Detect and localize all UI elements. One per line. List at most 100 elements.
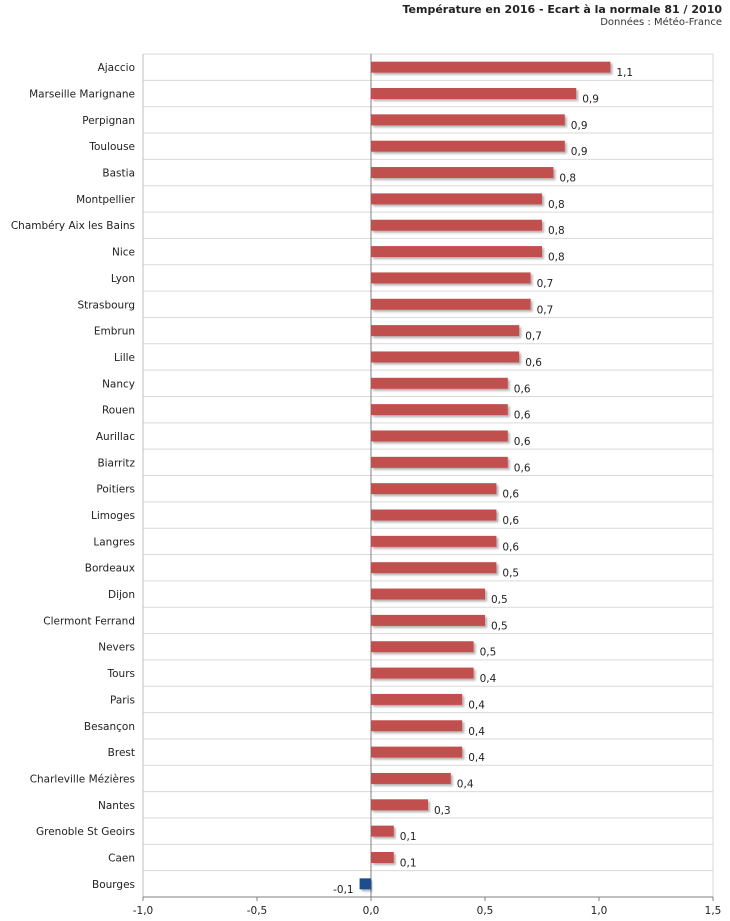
bar <box>371 88 577 100</box>
bar <box>371 377 508 389</box>
bar <box>371 430 508 442</box>
data-label: 0,9 <box>571 146 588 158</box>
category-label: Marseille Marignane <box>29 89 135 101</box>
data-label: 0,6 <box>514 410 531 422</box>
bar <box>371 325 520 337</box>
category-label: Aurillac <box>96 431 135 443</box>
bar <box>371 535 497 547</box>
category-label: Lyon <box>111 273 135 285</box>
data-label: 0,5 <box>502 568 519 580</box>
category-label: Ajaccio <box>98 62 135 74</box>
bar <box>371 61 611 73</box>
bar <box>371 693 463 705</box>
category-label: Biarritz <box>97 457 135 469</box>
chart-subtitle: Données : Météo-France <box>600 17 722 28</box>
bar <box>371 720 463 732</box>
data-label: 0,6 <box>514 436 531 448</box>
data-label: 0,6 <box>514 462 531 474</box>
data-label: 0,9 <box>571 120 588 132</box>
category-label: Toulouse <box>88 141 135 153</box>
bar <box>371 588 485 600</box>
data-label: 0,8 <box>548 199 565 211</box>
bar <box>371 614 485 626</box>
data-label: 0,7 <box>525 331 542 343</box>
data-label: 0,9 <box>582 94 599 106</box>
x-tick-label: -0,5 <box>247 905 268 917</box>
category-label: Langres <box>93 536 135 548</box>
category-label: Nancy <box>102 378 135 390</box>
data-label: 0,4 <box>480 673 497 685</box>
data-label: 0,4 <box>457 778 474 790</box>
bar <box>371 456 508 468</box>
data-label: 0,6 <box>514 383 531 395</box>
bar <box>371 825 394 837</box>
data-label: 0,1 <box>400 831 417 843</box>
category-label: Tours <box>107 668 136 680</box>
category-label: Rouen <box>102 405 135 417</box>
x-tick-label: 1,0 <box>591 905 608 917</box>
bar <box>371 246 542 258</box>
data-label: 0,4 <box>468 726 485 738</box>
bar <box>371 404 508 416</box>
bar <box>371 562 497 574</box>
data-label: 0,6 <box>525 357 542 369</box>
bar <box>371 641 474 653</box>
bar <box>371 851 394 863</box>
category-label: Charleville Mézières <box>30 773 135 785</box>
category-label: Besançon <box>84 721 135 733</box>
bar <box>371 746 463 758</box>
data-label: 0,1 <box>400 857 417 869</box>
bar <box>371 114 565 126</box>
category-label: Bourges <box>92 879 135 891</box>
category-label: Montpellier <box>76 194 136 206</box>
data-label: 0,5 <box>480 647 497 659</box>
data-label: 0,6 <box>502 489 519 501</box>
category-label: Lille <box>114 352 135 364</box>
category-label: Grenoble St Geoirs <box>36 826 135 838</box>
x-tick-label: 0,5 <box>477 905 494 917</box>
bar <box>371 799 428 811</box>
data-label: 0,8 <box>559 173 576 185</box>
bar <box>359 878 371 890</box>
category-label: Paris <box>110 694 135 706</box>
category-label: Caen <box>108 852 135 864</box>
data-label: 0,4 <box>468 699 485 711</box>
category-label: Brest <box>108 747 135 759</box>
category-label: Nevers <box>98 642 135 654</box>
x-tick-label: 0,0 <box>363 905 380 917</box>
category-label: Poitiers <box>96 484 135 496</box>
data-label: 0,6 <box>502 515 519 527</box>
category-label: Clermont Ferrand <box>43 615 135 627</box>
category-label: Embrun <box>94 326 135 338</box>
data-label: 0,5 <box>491 620 508 632</box>
data-label: 0,7 <box>537 304 554 316</box>
category-label: Dijon <box>108 589 135 601</box>
data-label: -0,1 <box>333 884 354 896</box>
bar <box>371 298 531 310</box>
bar <box>371 193 542 205</box>
data-label: 0,8 <box>548 225 565 237</box>
bar <box>371 772 451 784</box>
chart-title: Température en 2016 - Ecart à la normale… <box>402 3 722 16</box>
data-label: 0,3 <box>434 805 451 817</box>
category-label: Bastia <box>102 168 135 180</box>
bar <box>371 509 497 521</box>
category-label: Chambéry Aix les Bains <box>11 220 135 232</box>
category-label: Nantes <box>98 800 135 812</box>
data-label: 1,1 <box>616 67 633 79</box>
x-tick-label: -1,0 <box>133 905 154 917</box>
data-label: 0,6 <box>502 541 519 553</box>
x-tick-label: 1,5 <box>705 905 722 917</box>
data-label: 0,7 <box>537 278 554 290</box>
bar <box>371 272 531 284</box>
bar <box>371 167 554 179</box>
bar <box>371 219 542 231</box>
category-label: Bordeaux <box>85 563 135 575</box>
category-label: Nice <box>112 247 135 259</box>
data-label: 0,5 <box>491 594 508 606</box>
bar <box>371 667 474 679</box>
bar <box>371 351 520 363</box>
category-label: Perpignan <box>82 115 135 127</box>
